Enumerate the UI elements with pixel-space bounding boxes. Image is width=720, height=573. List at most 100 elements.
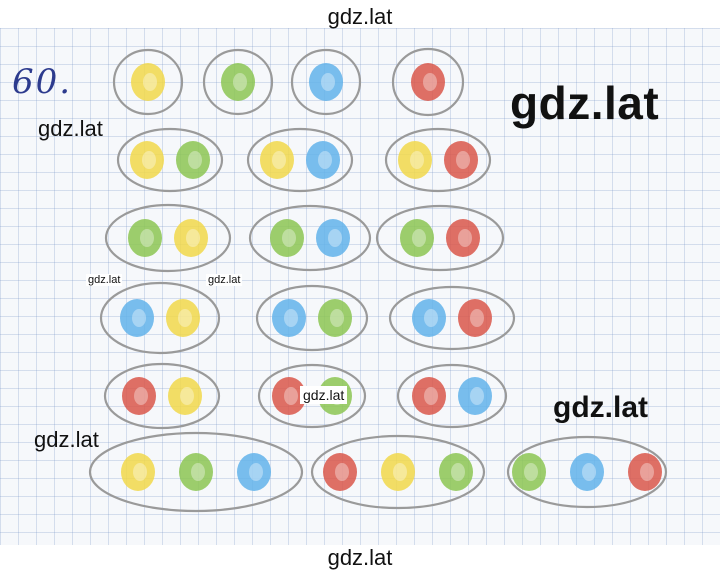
red-dot	[411, 63, 445, 101]
blue-dot	[458, 377, 492, 415]
group-r1-g4	[391, 47, 465, 117]
dot-highlight	[524, 463, 538, 481]
watermark-mid-left: gdz.lat	[38, 116, 103, 141]
dot-highlight	[321, 73, 335, 91]
group-outline	[116, 127, 224, 193]
dot-highlight	[424, 309, 438, 327]
yellow-dot	[131, 63, 165, 101]
dot-highlight	[582, 463, 596, 481]
dot-highlight	[132, 309, 146, 327]
group-outline	[290, 48, 362, 116]
dot-highlight	[393, 463, 407, 481]
group-outline	[257, 363, 367, 429]
group-r4-g1	[99, 281, 221, 355]
dot-highlight	[143, 73, 157, 91]
group-outline	[391, 47, 465, 117]
group-r2-g2	[246, 127, 354, 193]
dot-highlight	[424, 387, 438, 405]
watermark-top: gdz.lat	[327, 4, 393, 29]
dot-highlight	[249, 463, 263, 481]
dot-highlight	[328, 229, 342, 247]
dot-highlight	[134, 387, 148, 405]
red-dot	[323, 453, 357, 491]
dot-highlight	[410, 151, 424, 169]
yellow-dot	[168, 377, 202, 415]
green-dot	[512, 453, 546, 491]
group-outline	[384, 127, 492, 193]
dot-highlight	[178, 309, 192, 327]
group-outline	[103, 362, 221, 430]
dot-highlight	[470, 387, 484, 405]
dot-highlight	[282, 229, 296, 247]
group-outline	[202, 48, 274, 116]
dot-highlight	[458, 229, 472, 247]
red-dot	[446, 219, 480, 257]
dot-highlight	[191, 463, 205, 481]
blue-dot	[316, 219, 350, 257]
group-r1-g2	[202, 48, 274, 116]
blue-dot	[412, 299, 446, 337]
dot-highlight	[470, 309, 484, 327]
group-r4-g2	[255, 284, 369, 352]
dot-highlight	[188, 151, 202, 169]
dot-highlight	[186, 229, 200, 247]
red-dot	[628, 453, 662, 491]
group-r3-g2	[248, 204, 372, 272]
group-outline	[248, 204, 372, 272]
watermark-tiny-2: gdz.lat	[206, 274, 243, 286]
group-r1-g3	[290, 48, 362, 116]
dot-highlight	[335, 463, 349, 481]
watermark-lower-left: gdz.lat	[34, 427, 99, 452]
group-outline	[310, 434, 486, 510]
group-outline	[112, 48, 184, 116]
blue-dot	[120, 299, 154, 337]
group-outline	[388, 285, 516, 351]
yellow-dot	[381, 453, 415, 491]
dot-highlight	[423, 73, 437, 91]
red-dot	[444, 141, 478, 179]
blue-dot	[306, 141, 340, 179]
dot-highlight	[412, 229, 426, 247]
green-dot	[439, 453, 473, 491]
red-dot	[412, 377, 446, 415]
green-dot	[400, 219, 434, 257]
dot-highlight	[318, 151, 332, 169]
green-dot	[179, 453, 213, 491]
blue-dot	[237, 453, 271, 491]
watermark-bottom: gdz.lat	[327, 545, 393, 570]
green-dot	[176, 141, 210, 179]
group-r1-g1	[112, 48, 184, 116]
watermark-tiny-1: gdz.lat	[86, 274, 123, 286]
dot-highlight	[180, 387, 194, 405]
group-r6-g1	[88, 431, 304, 513]
group-r2-g1	[116, 127, 224, 193]
group-outline	[396, 363, 508, 429]
group-r5-g1	[103, 362, 221, 430]
group-r3-g3	[375, 204, 505, 272]
group-r5-g3	[396, 363, 508, 429]
watermark-big-right: gdz.lat	[510, 77, 660, 129]
dot-highlight	[640, 463, 654, 481]
notebook-paper	[0, 28, 720, 545]
yellow-dot	[260, 141, 294, 179]
green-dot	[128, 219, 162, 257]
yellow-dot	[174, 219, 208, 257]
dot-highlight	[451, 463, 465, 481]
group-outline	[99, 281, 221, 355]
blue-dot	[272, 299, 306, 337]
yellow-dot	[130, 141, 164, 179]
watermark-big-right-lower: gdz.lat	[553, 391, 648, 424]
group-r3-g1	[104, 203, 232, 273]
yellow-dot	[166, 299, 200, 337]
dot-highlight	[284, 387, 298, 405]
dot-highlight	[456, 151, 470, 169]
blue-dot	[570, 453, 604, 491]
group-r2-g3	[384, 127, 492, 193]
group-r6-g3	[506, 435, 668, 509]
dot-highlight	[133, 463, 147, 481]
green-dot	[318, 299, 352, 337]
green-dot	[270, 219, 304, 257]
dot-highlight	[272, 151, 286, 169]
red-dot	[272, 377, 306, 415]
